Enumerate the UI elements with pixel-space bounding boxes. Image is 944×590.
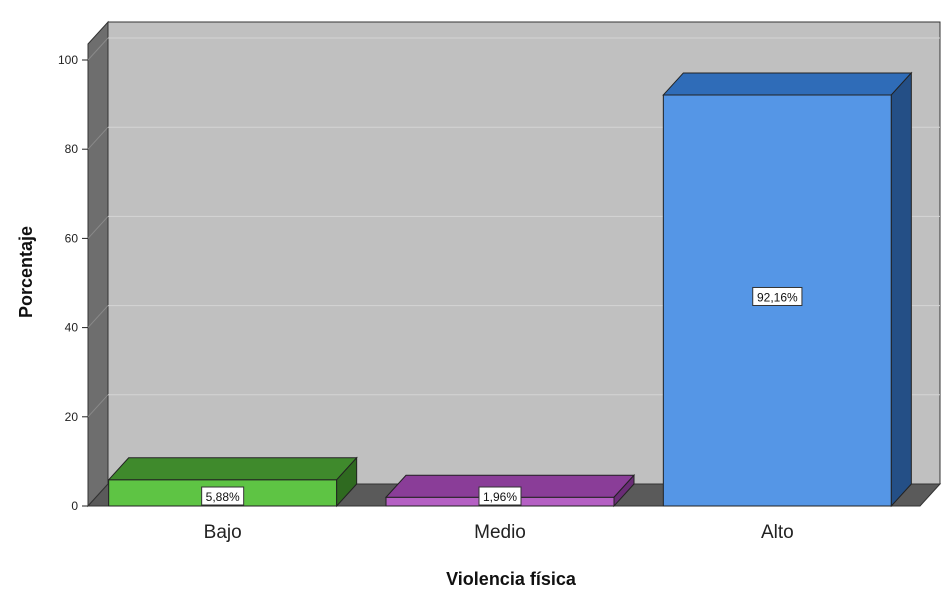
data-label-text: 92,16% — [757, 290, 798, 304]
y-tick-label: 100 — [58, 53, 78, 67]
y-tick-label: 60 — [65, 231, 79, 245]
bar-side-bajo — [336, 456, 358, 508]
gridline-side — [87, 37, 109, 61]
data-label: 1,96% — [478, 486, 522, 506]
gridline-side — [87, 126, 109, 150]
gridline-side — [87, 305, 109, 328]
data-labels: 5,88% 1,96% 92,16% — [201, 286, 803, 506]
data-label-box — [752, 286, 803, 306]
left-wall — [87, 20, 109, 508]
x-axis-title: Violencia física — [446, 569, 577, 589]
bar-side-alto — [890, 71, 912, 508]
y-axis-title: Porcentaje — [16, 226, 36, 318]
x-axis-category-labels: Bajo Medio Alto — [204, 522, 794, 543]
x-tick-label: Medio — [474, 522, 526, 543]
x-tick-label: Bajo — [204, 522, 242, 543]
y-tick-label: 80 — [65, 142, 79, 156]
x-tick-label: Alto — [761, 522, 794, 543]
bar-side-medio — [613, 473, 635, 508]
y-tick-label: 20 — [65, 410, 79, 424]
gridline-side — [87, 394, 109, 418]
data-label: 92,16% — [752, 286, 803, 306]
data-label-box — [478, 486, 522, 506]
bar-top-bajo — [107, 457, 358, 481]
y-tick-label: 40 — [65, 321, 79, 335]
y-tick-label: 0 — [71, 499, 78, 513]
y-axis-ticks: 0 20 40 60 80 100 — [58, 53, 88, 513]
bars — [107, 71, 913, 508]
data-label: 5,88% — [201, 486, 245, 506]
bar-top-alto — [662, 72, 913, 96]
data-label-box — [201, 486, 245, 506]
gridline-side — [87, 216, 109, 239]
data-label-text: 1,96% — [483, 490, 517, 504]
data-label-text: 5,88% — [206, 490, 240, 504]
